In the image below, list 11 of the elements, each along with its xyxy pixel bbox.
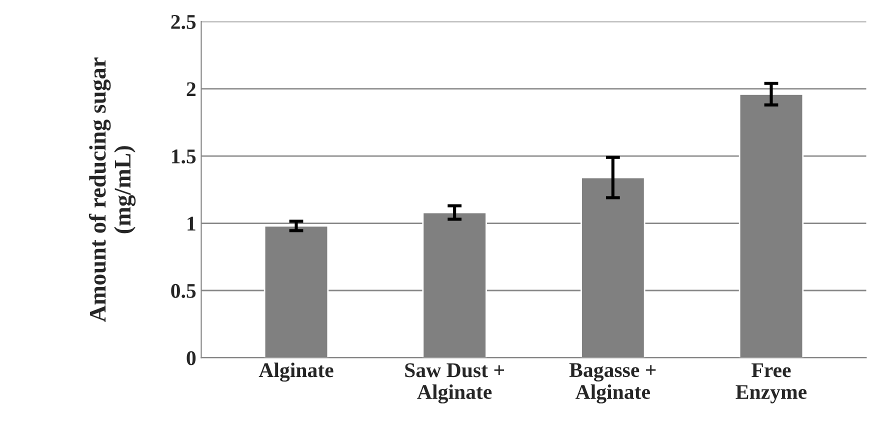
y-tick-label: 2.5 — [171, 14, 196, 30]
y-tick-label: 2 — [186, 82, 196, 96]
y-tick-label: 0.5 — [171, 284, 196, 298]
y-tick-label: 1.5 — [172, 149, 196, 164]
x-tick-label: Bagasse + Alginate — [569, 363, 656, 404]
x-tick-label: Alginate — [258, 362, 334, 382]
y-axis-title: Amount of reducing sugar (mg/mL) — [88, 58, 136, 322]
x-tick-label: Free Enzyme — [736, 363, 807, 404]
y-tick-label: 0 — [186, 351, 196, 366]
x-tick-label: Saw Dust + Alginate — [405, 363, 504, 404]
y-tick-label: 1 — [188, 216, 196, 230]
